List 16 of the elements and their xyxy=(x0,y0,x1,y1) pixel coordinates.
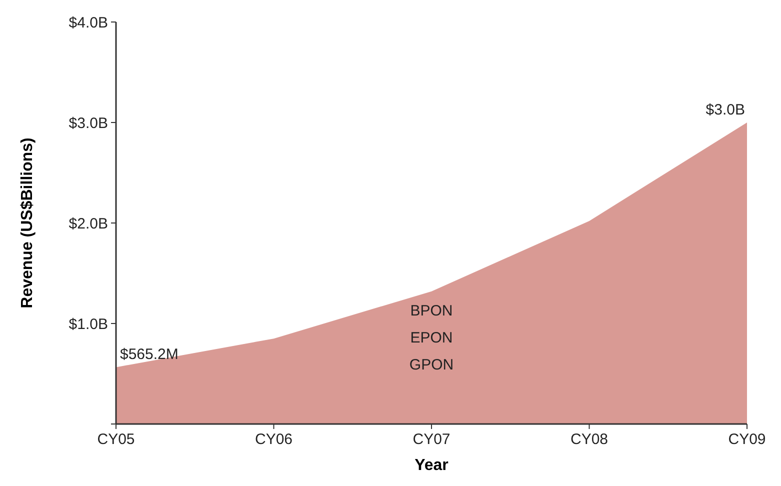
y-tick-label: $2.0B xyxy=(68,215,108,232)
annotation: BPON xyxy=(410,302,453,320)
annotation: $565.2M xyxy=(120,346,178,364)
y-tick-label: $1.0B xyxy=(68,316,108,333)
x-tick-label: CY05 xyxy=(97,431,135,448)
annotation: $3.0B xyxy=(706,102,745,118)
x-tick-label: CY06 xyxy=(254,431,293,448)
y-tick-label: $4.0B xyxy=(68,14,108,32)
x-tick-label: CY08 xyxy=(570,431,608,448)
x-tick-label: CY07 xyxy=(412,431,450,448)
annotation: EPON xyxy=(410,329,453,346)
x-tick-label: CY09 xyxy=(728,431,766,448)
y-tick-label: $3.0B xyxy=(68,114,108,132)
y-axis-title: Revenue (US$Billions) xyxy=(19,138,36,308)
x-axis-title: Year xyxy=(414,457,448,474)
annotation: GPON xyxy=(409,356,454,374)
